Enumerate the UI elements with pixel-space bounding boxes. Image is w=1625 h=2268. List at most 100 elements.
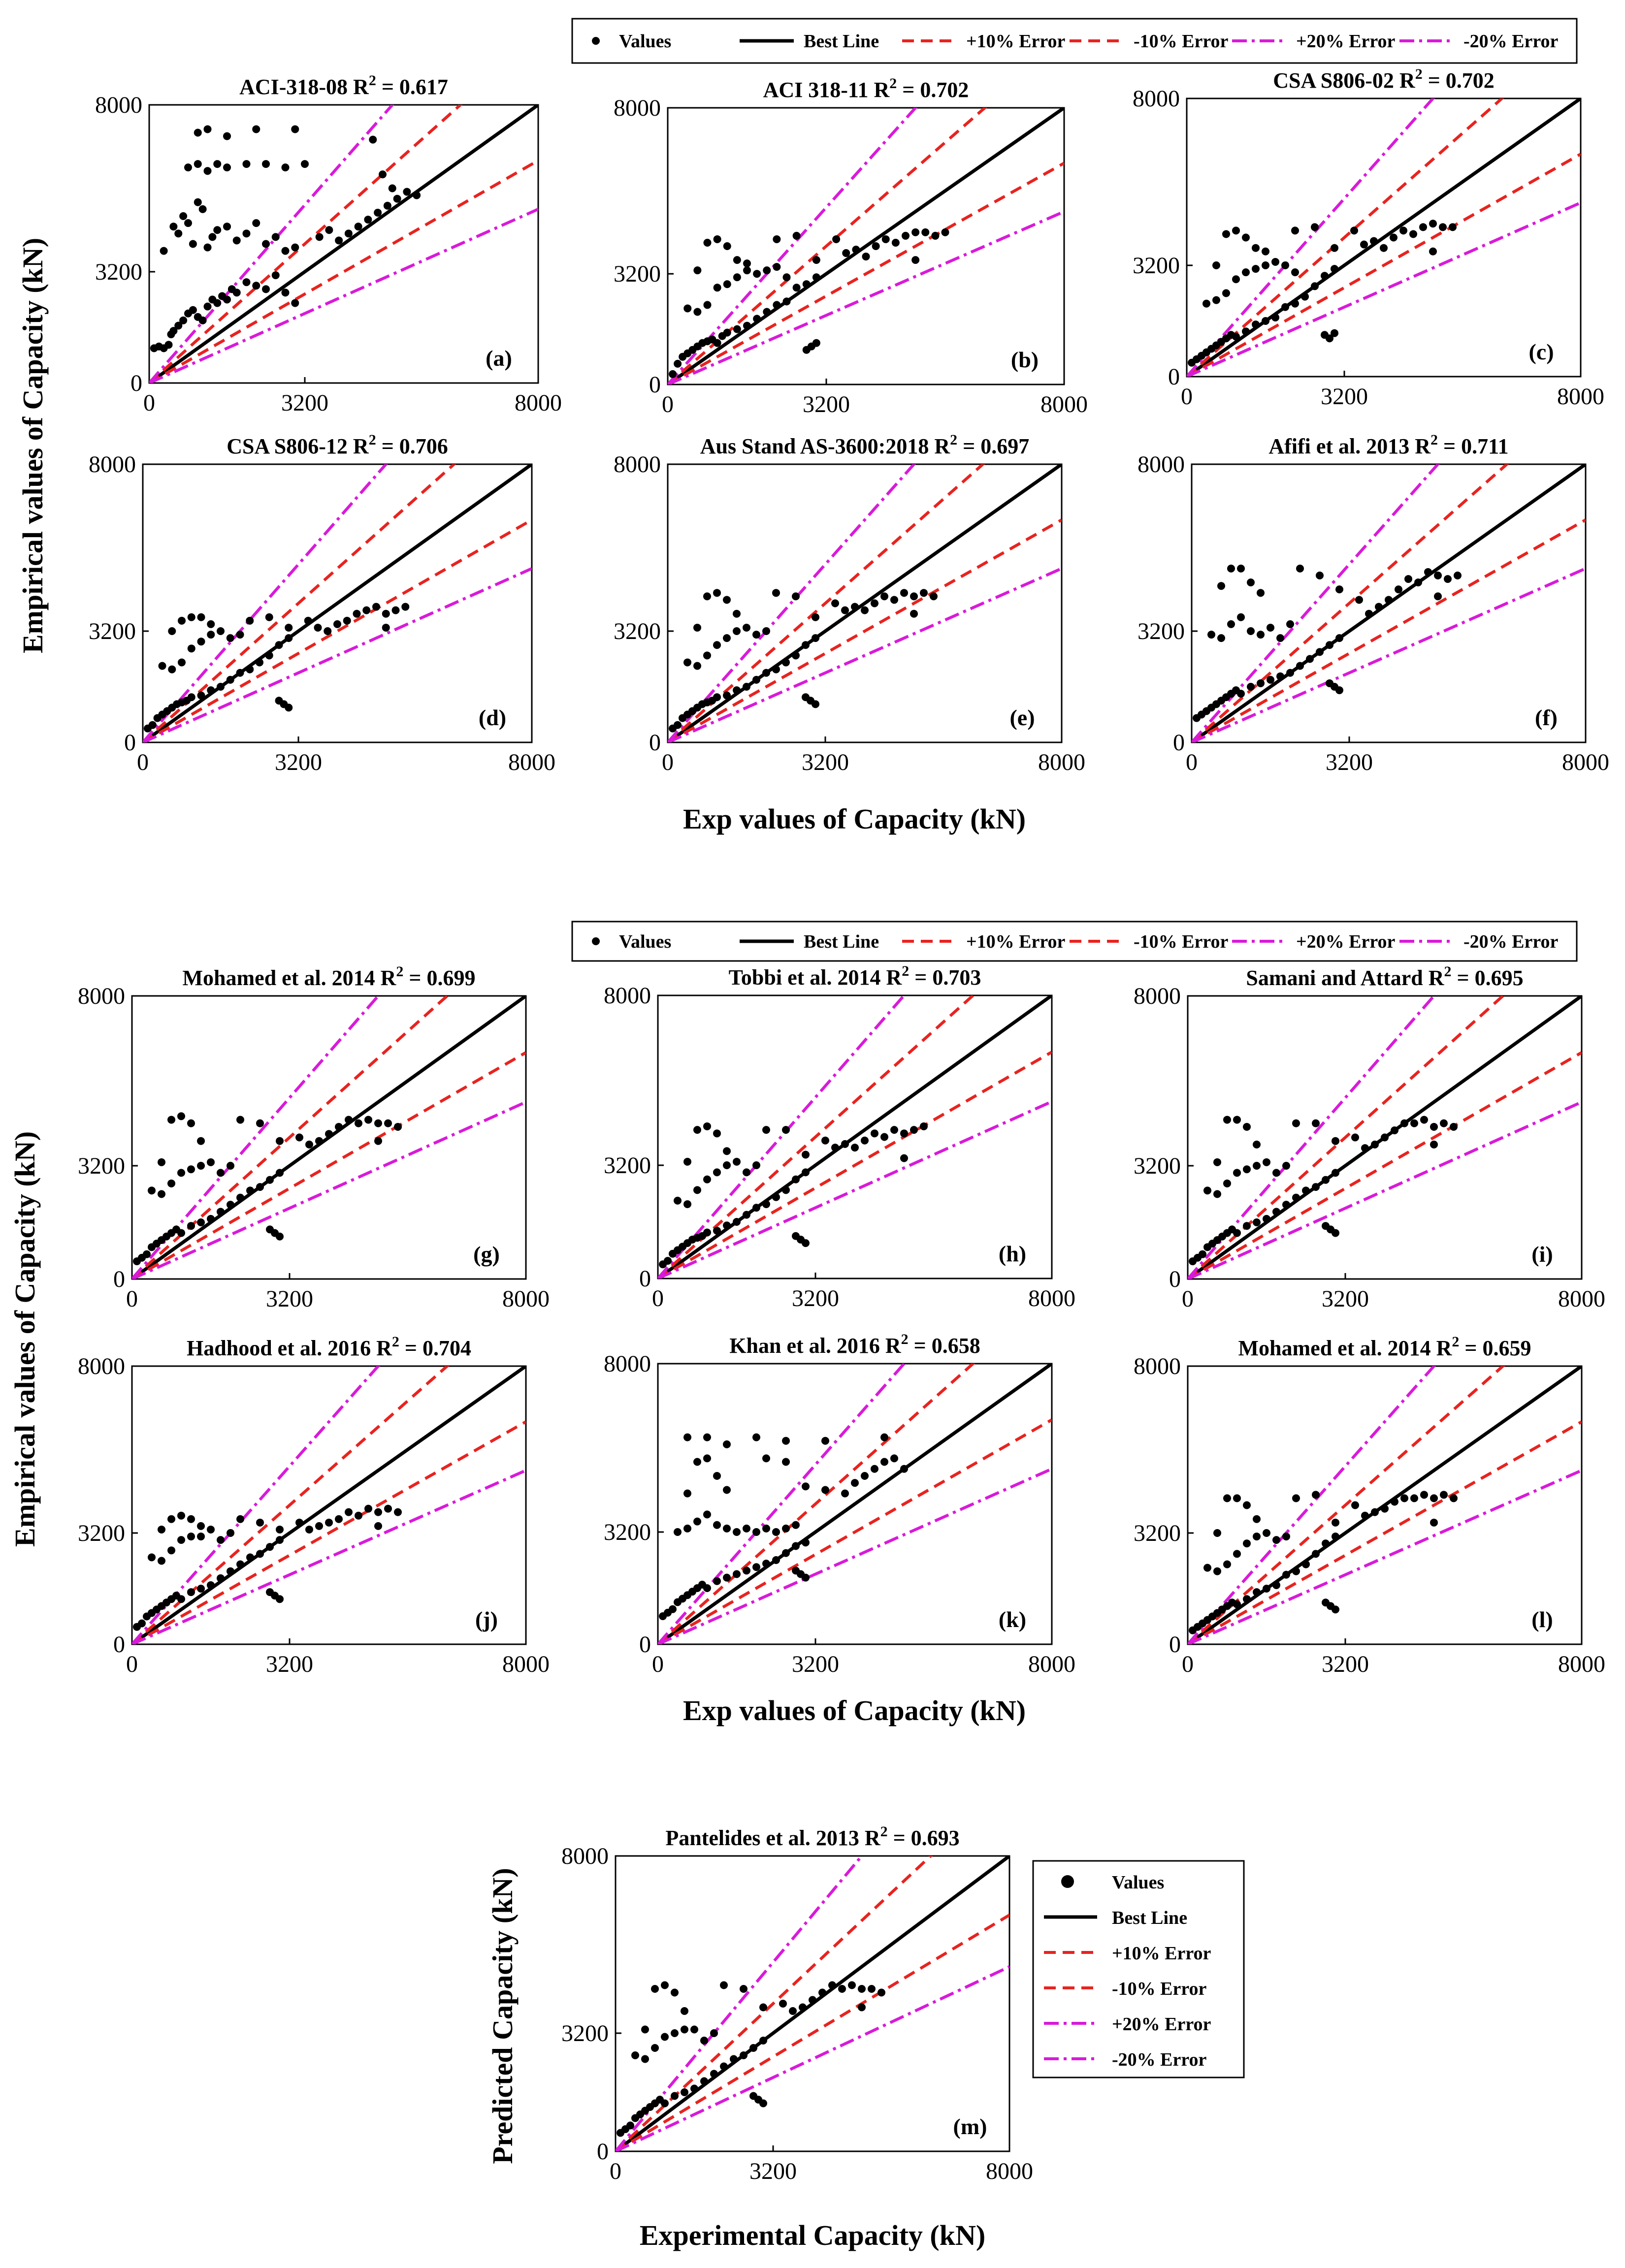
- data-point: [930, 592, 938, 601]
- panel-title: Aus Stand AS-3600:2018 R2 = 0.697: [700, 432, 1029, 458]
- x-tick-label: 8000: [1040, 391, 1088, 417]
- data-point: [1243, 1595, 1251, 1603]
- data-point: [900, 1154, 908, 1162]
- line-best: [132, 1366, 526, 1644]
- data-point: [1311, 282, 1319, 290]
- data-point: [812, 700, 819, 708]
- data-point: [174, 321, 183, 330]
- axes-frame: [1191, 463, 1587, 743]
- line-p10: [658, 1364, 975, 1644]
- line-m10: [1192, 518, 1586, 742]
- x-tick-label: 8000: [1562, 749, 1609, 775]
- x-tick-label: 3200: [749, 2158, 797, 2184]
- data-point: [252, 219, 260, 227]
- data-point: [217, 683, 225, 691]
- x-tick-label: 8000: [986, 2158, 1033, 2184]
- data-point: [703, 592, 711, 601]
- x-tick-label: 0: [652, 1651, 664, 1677]
- data-point: [276, 1169, 284, 1177]
- line-p20: [1192, 464, 1440, 742]
- panel-title: Tobbi et al. 2014 R2 = 0.703: [729, 963, 981, 990]
- data-point: [782, 297, 791, 306]
- data-point: [394, 1122, 402, 1131]
- data-point: [900, 1465, 908, 1473]
- line-p10: [132, 996, 450, 1279]
- data-point: [703, 1175, 711, 1183]
- data-point: [1430, 1122, 1438, 1131]
- data-point: [194, 128, 202, 137]
- data-point: [1263, 1585, 1270, 1593]
- legend-label: Best Line: [804, 931, 879, 952]
- data-point: [1213, 1190, 1221, 1198]
- data-point: [266, 1543, 274, 1551]
- data-point: [324, 627, 332, 635]
- data-point: [1321, 272, 1329, 280]
- data-point: [1316, 572, 1324, 579]
- panel-title: Hadhood et al. 2016 R2 = 0.704: [187, 1334, 471, 1360]
- data-point: [821, 1136, 829, 1145]
- data-point: [723, 1486, 731, 1494]
- data-point: [169, 327, 178, 335]
- axes-frame: [142, 463, 533, 743]
- data-point: [693, 623, 701, 632]
- data-point: [271, 271, 280, 280]
- data-point: [683, 1200, 691, 1209]
- data-point: [1312, 1550, 1320, 1558]
- data-point: [345, 1508, 353, 1516]
- data-point: [723, 596, 731, 604]
- data-point: [207, 686, 215, 695]
- data-point: [364, 1116, 372, 1124]
- data-point: [276, 1232, 284, 1241]
- data-point: [1253, 1588, 1261, 1597]
- data-point: [1263, 1214, 1270, 1223]
- data-point: [773, 301, 781, 309]
- line-m20: [132, 1100, 526, 1279]
- panel-label: (l): [1531, 1607, 1553, 1632]
- data-point: [713, 589, 721, 597]
- axes-frame: [1187, 1365, 1583, 1645]
- data-point: [177, 1511, 185, 1520]
- data-point: [681, 2088, 688, 2096]
- data-point: [197, 1522, 205, 1530]
- data-point: [1302, 1560, 1310, 1568]
- data-point: [1272, 1169, 1280, 1177]
- x-tick-label: 0: [662, 749, 674, 775]
- data-point: [1311, 223, 1319, 231]
- data-point: [713, 1226, 721, 1235]
- data-point: [353, 609, 361, 618]
- data-point: [1335, 686, 1343, 695]
- line-p10: [668, 464, 985, 742]
- data-point: [1217, 634, 1225, 642]
- data-point: [158, 1525, 165, 1533]
- data-point: [723, 1524, 731, 1533]
- data-point: [713, 1521, 721, 1529]
- y-tick-label: 0: [597, 2139, 609, 2165]
- x-tick-label: 0: [1181, 383, 1193, 410]
- y-tick-label: 8000: [1138, 451, 1185, 478]
- x-tick-label: 3200: [266, 1286, 313, 1312]
- data-point: [281, 163, 290, 172]
- data-point: [1449, 223, 1457, 231]
- data-point: [861, 1472, 869, 1480]
- data-point: [1253, 1140, 1261, 1149]
- data-point: [203, 302, 212, 311]
- data-point: [713, 1472, 721, 1480]
- data-point: [1322, 1176, 1330, 1184]
- data-point: [911, 228, 920, 236]
- data-point: [690, 2084, 698, 2093]
- data-point: [703, 651, 711, 660]
- x-tick-label: 3200: [1322, 1651, 1369, 1677]
- data-point: [295, 1518, 303, 1527]
- data-point: [1262, 261, 1269, 269]
- data-point: [772, 589, 780, 597]
- data-point: [1223, 1116, 1231, 1124]
- data-point: [890, 1126, 898, 1134]
- data-point: [197, 613, 205, 621]
- data-point: [1371, 1508, 1379, 1516]
- data-point: [1213, 1567, 1221, 1575]
- data-point: [242, 160, 251, 168]
- y-tick-label: 3200: [89, 618, 136, 644]
- data-point: [821, 1437, 829, 1445]
